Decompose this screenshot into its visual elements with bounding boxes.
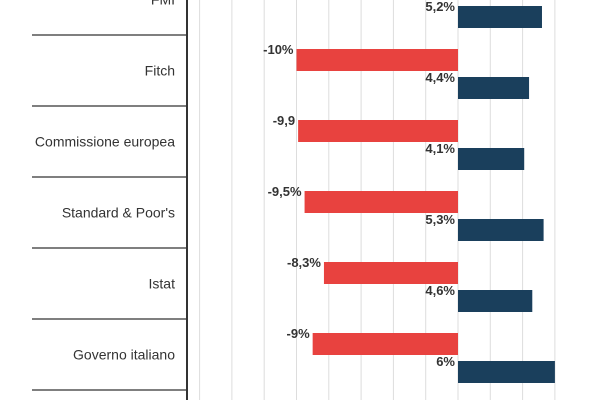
- data-label: -9,5%: [268, 184, 302, 199]
- data-label: 5,2%: [425, 0, 455, 14]
- data-label: -8,3%: [287, 255, 321, 270]
- category-label: Istat: [149, 276, 176, 292]
- data-label: 6%: [436, 354, 455, 369]
- data-label: 4,1%: [425, 141, 455, 156]
- bars: [296, 6, 555, 383]
- bar-positive: [458, 6, 542, 28]
- category-label: FMI: [151, 0, 175, 8]
- category-label: Fitch: [145, 63, 175, 79]
- value-labels: -10% -9,9 -9,5% -8,3% -9% 5,2% 4,4% 4,1% 5,3% 4,6…: [263, 0, 455, 369]
- category-label: Commissione europea: [35, 134, 175, 150]
- bar-positive: [458, 290, 533, 312]
- bar-negative: [323, 262, 458, 284]
- data-label: -10%: [263, 42, 294, 57]
- bar-negative: [304, 191, 458, 213]
- row-dividers: [32, 34, 187, 391]
- data-label: -9,9: [273, 113, 295, 128]
- data-label: -9%: [287, 326, 311, 341]
- data-label: 4,6%: [425, 283, 455, 298]
- data-label: 4,4%: [425, 70, 455, 85]
- bar-positive: [458, 219, 544, 241]
- bar-positive: [458, 148, 525, 170]
- data-label: 5,3%: [425, 212, 455, 227]
- bar-negative: [296, 49, 458, 71]
- category-label: Standard & Poor's: [62, 205, 175, 221]
- category-labels: FMI Fitch Commissione europea Standard & Po…: [35, 0, 175, 363]
- bar-negative: [312, 333, 458, 355]
- bar-positive: [458, 77, 530, 99]
- category-label: Governo italiano: [73, 347, 175, 363]
- bar-positive: [458, 361, 555, 383]
- bar-negative: [298, 120, 458, 142]
